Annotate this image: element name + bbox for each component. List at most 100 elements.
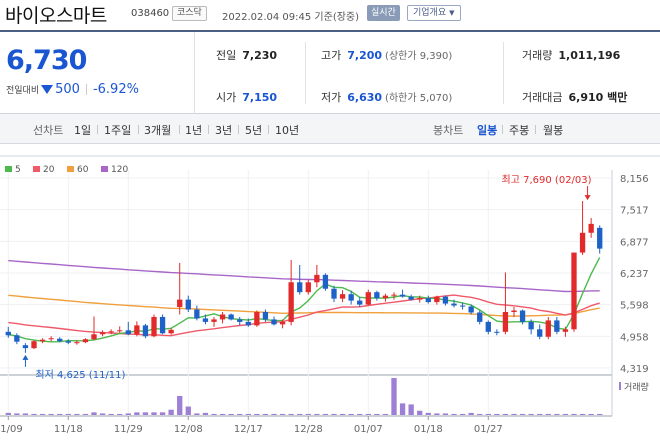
- volume-bar: [502, 413, 509, 415]
- period-3y[interactable]: 3년: [215, 124, 233, 137]
- candle-body: [219, 314, 226, 320]
- ma60-line: [8, 294, 600, 317]
- period-bar: 선차트 1일 1주일 3개월 1년 3년 5년 10년 봉차트 일봉 주봉 월봉: [0, 114, 660, 144]
- volume-bar: [528, 413, 534, 415]
- candle-body: [142, 325, 149, 337]
- volume-bar: [228, 413, 234, 415]
- y-tick-label: 6,877: [620, 237, 649, 248]
- company-info-label: 기업개요: [413, 8, 447, 18]
- candle-body: [519, 310, 526, 322]
- period-1w[interactable]: 1주일: [104, 124, 132, 137]
- candle-body: [417, 298, 423, 300]
- x-tick-label: 12/17: [234, 424, 263, 435]
- volume-legend-label: 거래량: [624, 381, 649, 393]
- volume-stat: 거래량 1,011,196: [522, 47, 620, 63]
- volume-bar: [91, 412, 97, 415]
- volume-bar: [237, 413, 243, 415]
- volume-bar: [571, 413, 577, 415]
- candle-body: [502, 311, 509, 332]
- change-label: 전일대비: [6, 86, 40, 96]
- change-rate: -6.92%: [92, 82, 139, 97]
- volume-bar: [151, 412, 157, 415]
- candle-body: [254, 311, 260, 326]
- period-3m[interactable]: 3개월: [144, 124, 172, 137]
- volume-bar: [22, 413, 29, 415]
- period-1d[interactable]: 1일: [74, 124, 92, 137]
- candle-body: [322, 274, 329, 289]
- realtime-button[interactable]: 실시간: [367, 5, 400, 21]
- candle-body: [14, 335, 20, 342]
- candle-body: [82, 339, 89, 343]
- volume-bar: [82, 413, 89, 415]
- candle-body: [202, 318, 209, 322]
- quote-panel: 6,730 전일대비 500 -6.92% 전일 7,230 시가 7,150 고가 7,…: [0, 30, 660, 114]
- candle-body: [117, 330, 123, 332]
- volume-bar: [211, 413, 217, 415]
- volume-bar: [434, 413, 440, 415]
- company-info-dropdown[interactable]: 기업개요 ▼: [407, 5, 461, 21]
- period-5y[interactable]: 5년: [245, 124, 263, 137]
- low-stat: 저가 6,630 (하한가 5,070): [321, 89, 452, 105]
- candle-body: [459, 305, 466, 307]
- chart-svg: 8,156 7,517 6,877 6,237 5,598 4,958 4,319 11/09…: [0, 155, 660, 435]
- volume-bar: [314, 413, 320, 415]
- volume-bar: [65, 413, 71, 415]
- candle-weekly[interactable]: 주봉: [509, 124, 530, 137]
- volume-bar: [202, 412, 209, 415]
- price-chart[interactable]: 8,156 7,517 6,877 6,237 5,598 4,958 4,319 11/09…: [0, 150, 660, 448]
- low-annotation: 최저 4,625 (11/11): [35, 369, 125, 381]
- candle-body: [57, 338, 63, 342]
- candle-daily[interactable]: 일봉: [477, 124, 498, 137]
- candle-body: [159, 316, 166, 334]
- candle-body: [228, 314, 234, 320]
- candle-body: [65, 341, 71, 343]
- volume-bar: [177, 395, 183, 415]
- amount-label: 거래대금: [522, 91, 563, 104]
- y-tick-label: 4,958: [620, 332, 649, 343]
- volume-bar: [408, 404, 414, 415]
- candle-body: [511, 310, 517, 312]
- volume-bar: [511, 413, 517, 415]
- low-value: 6,630: [347, 91, 383, 104]
- y-tick-label: 8,156: [620, 174, 649, 185]
- volume-bar: [74, 413, 80, 415]
- divider: [208, 125, 209, 134]
- candle-body: [339, 294, 346, 299]
- candle-body: [22, 345, 29, 349]
- period-10y[interactable]: 10년: [275, 124, 300, 137]
- candle-body: [571, 252, 577, 330]
- volume-label: 거래량: [522, 49, 553, 62]
- candle-monthly[interactable]: 월봉: [543, 124, 564, 137]
- candle-body: [365, 292, 371, 305]
- price-change: 전일대비 500 -6.92%: [6, 82, 139, 97]
- volume-bar: [382, 413, 389, 415]
- divider: [179, 125, 180, 134]
- divider: [503, 42, 504, 104]
- volume-bar: [391, 378, 397, 415]
- prev-close-label: 전일: [216, 49, 237, 62]
- candle-body: [31, 341, 37, 349]
- candle-body: [125, 330, 131, 335]
- y-tick-label: 6,237: [620, 269, 649, 280]
- candle-body: [108, 331, 114, 333]
- candle-body: [545, 320, 551, 337]
- volume-legend-swatch: [619, 382, 621, 390]
- volume-bar: [459, 413, 466, 415]
- candle-body: [579, 232, 586, 253]
- candle-body: [314, 274, 320, 283]
- legend-swatch: [67, 166, 74, 172]
- volume-bar: [348, 413, 354, 415]
- volume-bar: [494, 413, 500, 415]
- ma5-line: [8, 257, 601, 343]
- stock-code: 038460: [131, 8, 170, 19]
- volume-bar: [288, 413, 294, 415]
- period-1y[interactable]: 1년: [185, 124, 203, 137]
- high-label: 고가: [321, 49, 342, 62]
- divider: [305, 42, 306, 104]
- volume-bar: [245, 413, 251, 415]
- candle-body: [91, 334, 97, 340]
- candle-body: [537, 329, 543, 337]
- candle-body: [554, 320, 560, 332]
- candle-body: [477, 312, 483, 322]
- volume-bar: [468, 412, 474, 415]
